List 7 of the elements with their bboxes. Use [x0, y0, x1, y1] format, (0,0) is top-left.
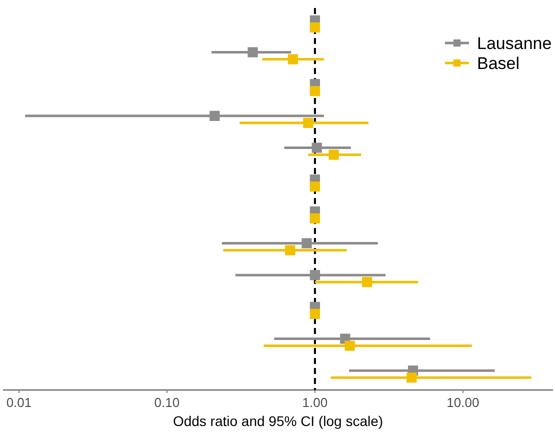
x-tick-label: 0.10 — [154, 395, 180, 410]
x-tick-label: 10.00 — [446, 395, 480, 410]
x-axis-title: Odds ratio and 95% CI (log scale) — [172, 413, 384, 429]
legend-label: Lausanne — [477, 34, 552, 53]
x-tick-label: 0.01 — [6, 395, 32, 410]
legend-label: Basel — [477, 54, 520, 73]
x-tick-label: 1.00 — [302, 395, 328, 410]
